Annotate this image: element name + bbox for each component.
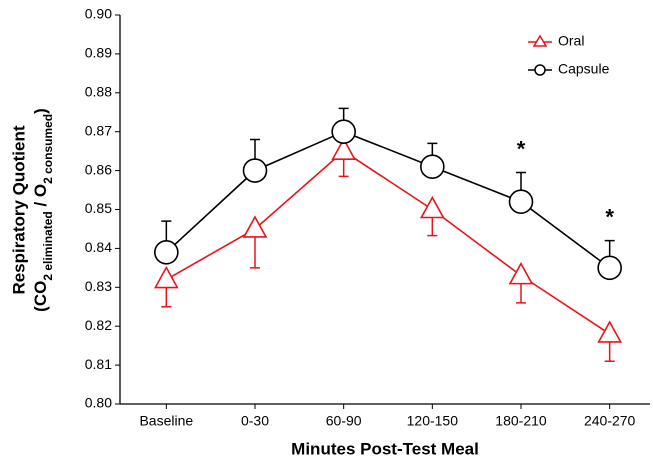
x-tick-label: 0-30 (241, 413, 269, 429)
y-axis-title-part: / O (31, 184, 50, 211)
x-tick-label: 180-210 (495, 413, 547, 429)
y-tick-label: 0.81 (85, 356, 112, 372)
marker (419, 195, 445, 219)
legend-marker (532, 34, 548, 47)
y-tick-label: 0.85 (85, 200, 112, 216)
annotation: * (605, 204, 614, 229)
y-tick-label: 0.86 (85, 161, 112, 177)
y-tick-label: 0.80 (85, 395, 112, 411)
marker (242, 158, 268, 183)
x-axis-title: Minutes Post-Test Meal (291, 439, 479, 458)
y-axis-title-units: (CO2 eliminated / O2 consumed) (31, 108, 55, 312)
marker (331, 119, 356, 144)
y-tick-label: 0.87 (85, 122, 112, 138)
y-tick-label: 0.89 (85, 45, 112, 61)
marker (597, 320, 623, 343)
y-tick-label: 0.84 (85, 239, 112, 255)
marker (242, 215, 268, 238)
x-tick-label: Baseline (139, 413, 193, 429)
marker (597, 255, 622, 281)
y-tick-label: 0.83 (85, 278, 112, 294)
marker (508, 261, 534, 285)
y-tick-label: 0.90 (85, 6, 112, 22)
x-tick-label: 240-270 (584, 413, 636, 429)
x-tick-label: 60-90 (326, 413, 362, 429)
annotation: * (517, 136, 526, 161)
y-axis-title-part: 2 consumed (41, 114, 55, 184)
series-line (165, 130, 611, 269)
legend-label: Capsule (558, 61, 610, 77)
y-tick-label: 0.82 (85, 317, 112, 333)
legend-marker (534, 64, 546, 76)
marker (153, 265, 179, 289)
y-axis-title: Respiratory Quotient (9, 125, 28, 294)
legend-label: Oral (558, 33, 584, 49)
y-axis-title-part: (CO (31, 281, 50, 312)
marker (420, 154, 445, 180)
marker (154, 239, 179, 265)
marker (508, 189, 534, 215)
series-line (165, 150, 611, 335)
y-tick-label: 0.88 (85, 84, 112, 100)
y-axis-title-part: ) (31, 108, 50, 114)
marker (331, 137, 357, 160)
y-axis-title-part: 2 eliminated (41, 211, 55, 280)
x-tick-label: 120-150 (407, 413, 459, 429)
